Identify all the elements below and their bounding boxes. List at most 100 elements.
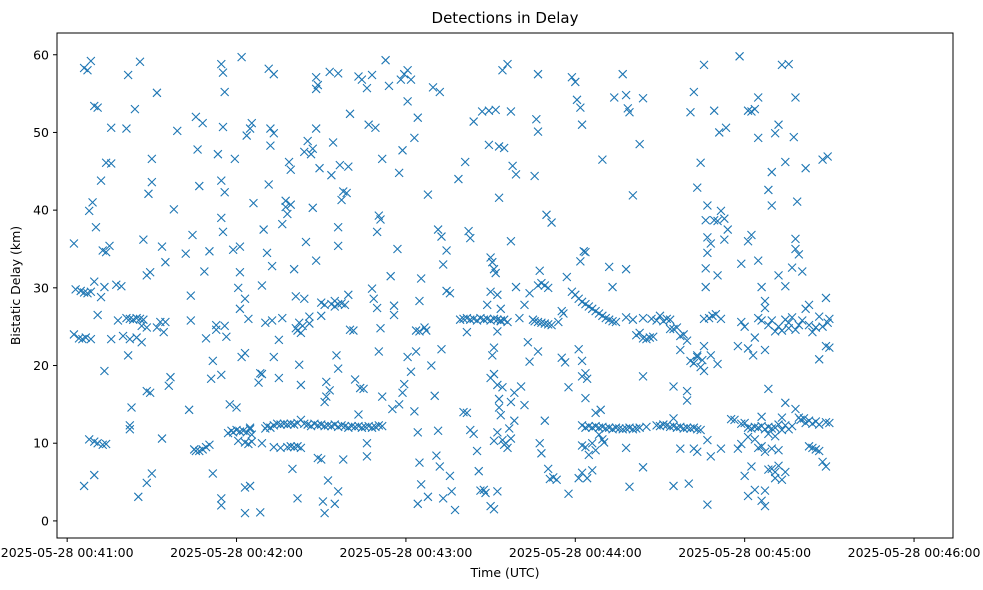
data-point: [340, 300, 350, 310]
data-point: [276, 443, 285, 453]
data-point: [244, 314, 253, 324]
data-point: [201, 333, 211, 343]
data-point: [665, 324, 675, 334]
data-point: [371, 123, 380, 133]
data-point: [675, 345, 685, 355]
data-point: [774, 271, 783, 280]
data-point: [713, 271, 722, 280]
data-point: [481, 488, 490, 498]
data-point: [286, 441, 296, 451]
data-point: [389, 310, 399, 320]
data-point: [96, 292, 106, 302]
data-point: [235, 304, 245, 314]
data-point: [267, 261, 277, 271]
data-point: [106, 123, 116, 133]
data-point: [333, 241, 343, 251]
data-point: [489, 436, 499, 446]
data-point: [780, 281, 790, 291]
data-point: [559, 309, 568, 318]
data-point: [465, 233, 475, 243]
data-point: [132, 313, 141, 323]
data-point: [298, 321, 307, 331]
data-point: [399, 379, 409, 389]
data-point: [486, 373, 495, 383]
data-point: [577, 120, 587, 130]
data-point: [237, 52, 247, 62]
data-point: [135, 314, 145, 324]
data-point: [814, 420, 824, 429]
data-point: [814, 354, 824, 364]
data-point: [814, 312, 824, 321]
data-point: [577, 372, 587, 381]
data-point: [818, 457, 827, 467]
data-point: [267, 316, 277, 325]
data-point: [389, 301, 399, 311]
data-point: [570, 77, 580, 87]
points-layer: [69, 51, 834, 518]
data-point: [506, 434, 516, 443]
data-point: [311, 256, 321, 266]
data-point: [482, 300, 492, 310]
data-point: [801, 163, 811, 173]
data-point: [821, 462, 831, 471]
data-point: [432, 451, 441, 461]
data-point: [552, 475, 562, 485]
data-point: [274, 335, 284, 345]
y-tick-label: 40: [33, 203, 49, 218]
data-point: [205, 246, 214, 256]
x-tick-label: 2025-05-28 00:41:00: [1, 545, 134, 560]
data-point: [347, 421, 357, 431]
data-point: [506, 236, 516, 246]
data-point: [147, 154, 157, 164]
data-point: [260, 318, 270, 328]
data-point: [342, 188, 352, 198]
data-point: [257, 281, 267, 290]
data-point: [716, 444, 726, 454]
data-point: [245, 124, 255, 133]
data-point: [498, 65, 507, 75]
data-point: [574, 473, 584, 483]
data-point: [638, 462, 648, 472]
data-point: [221, 332, 231, 342]
data-point: [696, 425, 706, 435]
data-point: [638, 93, 648, 103]
data-point: [454, 174, 463, 184]
x-tick-label: 2025-05-28 00:45:00: [678, 545, 811, 560]
data-point: [421, 326, 431, 335]
data-point: [472, 446, 482, 456]
data-point: [684, 479, 694, 489]
data-point: [540, 319, 550, 328]
data-point: [142, 478, 152, 488]
data-point: [433, 225, 443, 234]
x-tick-label: 2025-05-28 00:42:00: [170, 545, 303, 560]
data-point: [216, 213, 226, 223]
data-point: [338, 455, 348, 464]
data-point: [789, 132, 799, 142]
data-point: [455, 315, 465, 325]
data-point: [269, 352, 279, 362]
data-point: [618, 69, 628, 79]
data-point: [277, 313, 287, 323]
data-point: [232, 403, 241, 412]
data-point: [311, 84, 321, 94]
data-point: [515, 313, 524, 323]
data-point: [435, 462, 445, 471]
data-point: [330, 499, 340, 509]
data-point: [689, 358, 699, 368]
data-point: [777, 413, 787, 422]
data-point: [821, 293, 831, 303]
y-tick-label: 10: [33, 436, 49, 451]
data-point: [506, 107, 516, 116]
data-point: [621, 443, 631, 453]
data-point: [106, 159, 116, 168]
data-point: [233, 436, 243, 446]
data-point: [416, 480, 426, 489]
data-point: [181, 249, 191, 259]
data-point: [658, 420, 668, 429]
data-point: [787, 263, 797, 273]
data-point: [750, 333, 760, 342]
data-point: [413, 499, 423, 509]
data-point: [706, 239, 716, 248]
data-point: [533, 127, 543, 137]
